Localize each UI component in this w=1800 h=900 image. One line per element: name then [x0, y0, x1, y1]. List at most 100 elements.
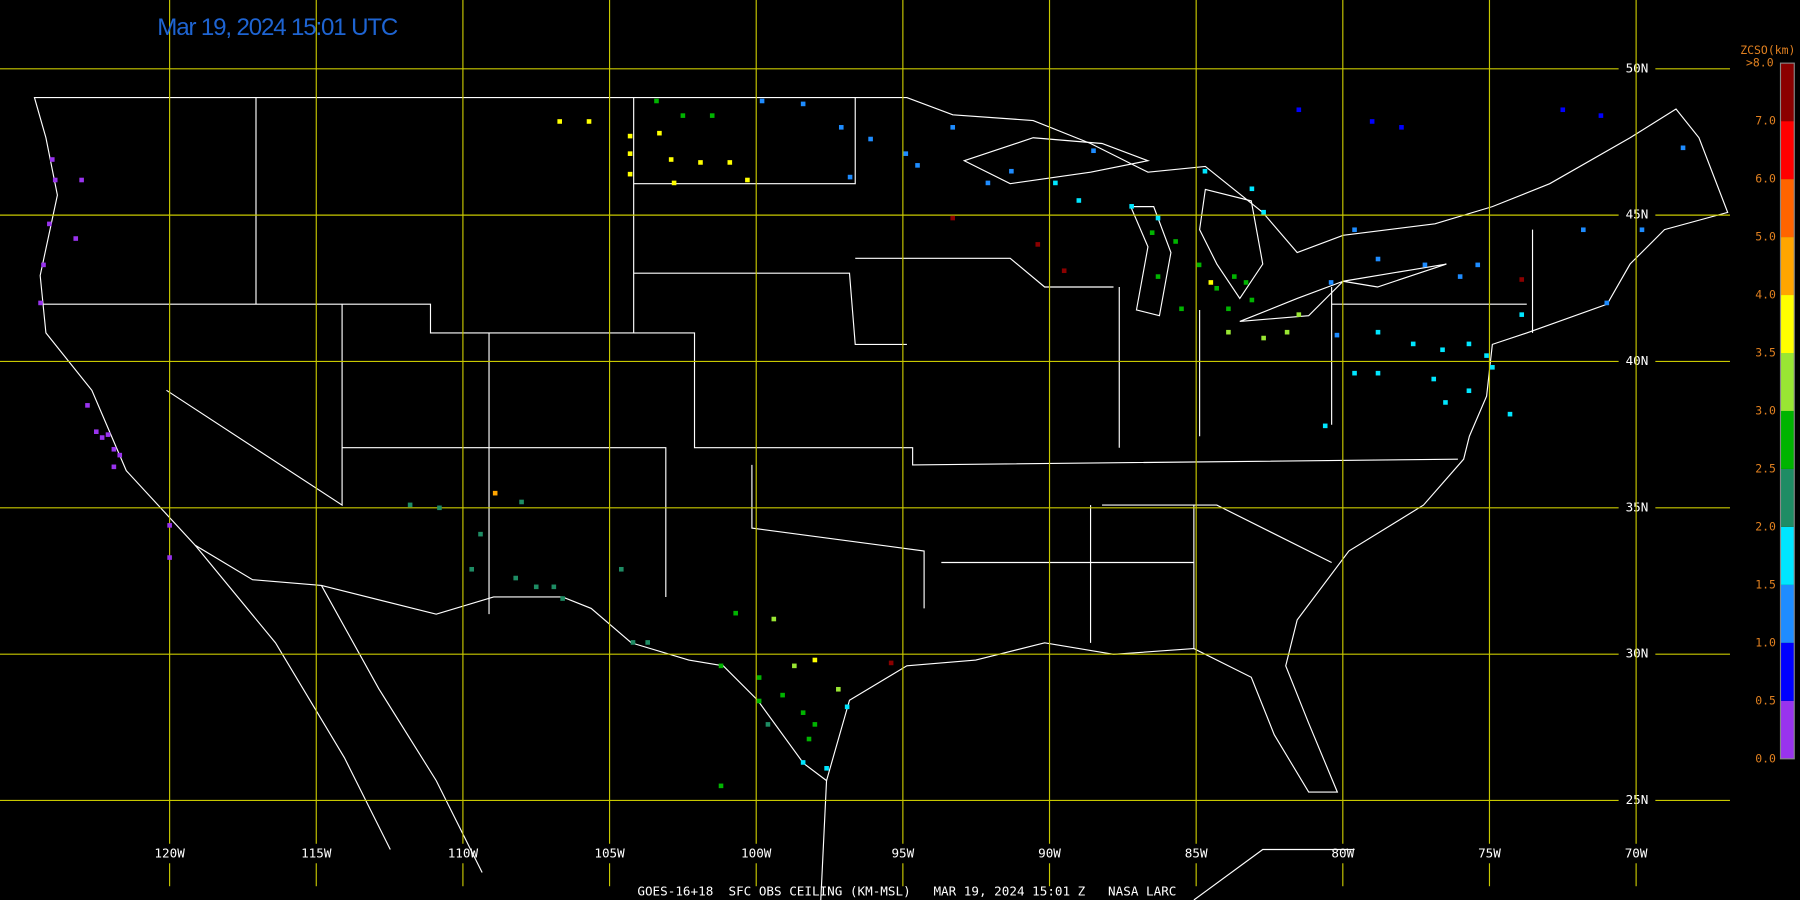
- station-obs: [1375, 256, 1381, 262]
- station-obs: [1208, 280, 1214, 285]
- station-obs: [1352, 227, 1357, 233]
- station-obs: [868, 136, 873, 142]
- station-obs: [1519, 277, 1525, 282]
- station-obs: [93, 429, 99, 435]
- station-obs: [1091, 148, 1096, 154]
- title: Mar 19, 2024 15:01 UTC: [157, 14, 398, 41]
- station-obs: [73, 236, 79, 241]
- station-obs: [1369, 119, 1375, 124]
- colorbar-label: 2.0: [1755, 519, 1776, 533]
- station-obs: [1560, 107, 1566, 113]
- station-obs: [1680, 145, 1686, 151]
- station-obs: [478, 531, 483, 537]
- lon-label: 115W: [301, 846, 332, 861]
- lat-label: 45N: [1626, 207, 1649, 222]
- station-obs: [1422, 262, 1428, 268]
- station-obs: [551, 584, 557, 590]
- station-obs: [780, 692, 785, 698]
- colorbar-bin: [1780, 352, 1795, 411]
- station-obs: [38, 300, 43, 306]
- station-obs: [1507, 411, 1513, 417]
- station-obs: [800, 710, 806, 715]
- station-obs: [1155, 274, 1161, 279]
- station-obs: [727, 160, 733, 165]
- colorbar-bin: [1780, 410, 1795, 469]
- station-obs: [1296, 107, 1302, 113]
- legend: 0.0 0.5 1.0 1.5 2.0 2.5 3.0 3.5 4.0 5.0 6.0 7.0 >8.0…: [1740, 43, 1795, 765]
- station-obs: [792, 663, 797, 669]
- colorbar-top-label: >8.0: [1746, 56, 1774, 70]
- station-obs: [52, 177, 58, 183]
- station-obs: [1061, 268, 1067, 274]
- lon-label: 70W: [1625, 846, 1648, 861]
- lon-label: 105W: [594, 846, 625, 861]
- lat-label: 50N: [1626, 60, 1649, 75]
- station-obs: [469, 566, 475, 572]
- station-obs: [950, 125, 956, 130]
- station-obs: [1231, 274, 1237, 279]
- station-obs: [85, 403, 90, 408]
- station-obs: [1322, 423, 1328, 429]
- station-obs: [1284, 329, 1290, 335]
- station-obs: [654, 98, 659, 104]
- station-obs: [167, 555, 172, 560]
- station-obs: [657, 130, 662, 136]
- station-obs: [1179, 306, 1184, 312]
- station-obs: [733, 610, 738, 616]
- station-obs: [771, 616, 777, 622]
- station-obs: [756, 675, 762, 680]
- station-obs: [1440, 347, 1445, 353]
- station-obs: [513, 575, 519, 581]
- colorbar-bin: [1780, 468, 1795, 527]
- station-obs: [79, 177, 84, 183]
- station-obs: [1226, 306, 1231, 312]
- station-obs: [1155, 215, 1161, 221]
- colorbar-frame: [1779, 62, 1795, 760]
- station-obs: [1053, 180, 1058, 186]
- colorbar-label: 4.0: [1755, 288, 1776, 302]
- station-obs: [1466, 388, 1472, 394]
- station-obs: [668, 157, 674, 162]
- colorbar-title: ZCSO(km): [1740, 43, 1795, 57]
- station-obs: [1009, 168, 1014, 174]
- colorbar-label: 3.0: [1755, 403, 1776, 417]
- station-obs: [111, 464, 117, 470]
- station-obs: [838, 125, 844, 130]
- station-obs: [1410, 341, 1416, 347]
- station-obs: [985, 180, 991, 186]
- lon-label: 80W: [1331, 846, 1354, 861]
- station-obs: [1243, 280, 1249, 285]
- colorbar-bin: [1780, 179, 1795, 238]
- station-obs: [1457, 274, 1463, 279]
- station-obs: [812, 657, 818, 663]
- lon-label: 100W: [741, 846, 772, 861]
- station-obs: [888, 660, 894, 666]
- station-obs: [709, 113, 715, 118]
- station-obs: [1202, 168, 1208, 174]
- colorbar-label: 2.5: [1755, 461, 1776, 475]
- station-obs: [557, 119, 562, 124]
- station-obs: [800, 101, 806, 107]
- lon-label: 110W: [448, 846, 479, 861]
- station-obs: [765, 722, 771, 727]
- colorbar-bin: [1780, 584, 1795, 643]
- station-obs: [105, 432, 111, 437]
- station-obs: [560, 596, 565, 601]
- station-obs: [627, 133, 633, 139]
- station-obs: [1375, 329, 1381, 335]
- station-obs: [950, 215, 956, 221]
- station-obs: [1431, 376, 1437, 382]
- colorbar-bin: [1780, 295, 1795, 353]
- station-obs: [627, 151, 633, 156]
- station-obs: [718, 663, 724, 669]
- station-obs: [806, 736, 812, 742]
- station-obs: [1226, 329, 1231, 335]
- station-obs: [519, 499, 524, 505]
- station-obs: [1598, 113, 1604, 118]
- station-obs: [812, 722, 818, 727]
- station-obs: [800, 760, 806, 765]
